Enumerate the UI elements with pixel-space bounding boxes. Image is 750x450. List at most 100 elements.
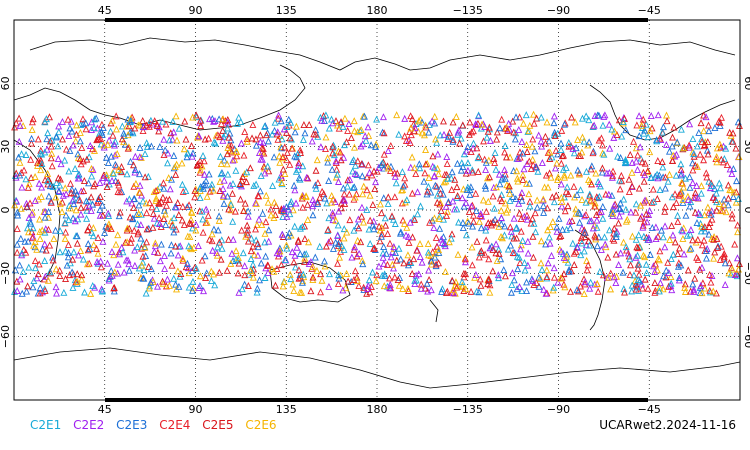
occultation-marker xyxy=(29,224,37,232)
occultation-marker xyxy=(239,249,247,257)
occultation-marker xyxy=(412,276,420,284)
occultation-marker xyxy=(148,203,156,211)
occultation-marker xyxy=(72,130,80,138)
occultation-marker xyxy=(443,159,451,167)
occultation-marker xyxy=(219,126,227,134)
occultation-marker xyxy=(408,189,416,197)
occultation-marker xyxy=(583,266,591,274)
occultation-marker xyxy=(109,169,117,177)
occultation-marker xyxy=(667,279,675,287)
occultation-marker xyxy=(318,116,326,124)
occultation-marker xyxy=(570,149,578,157)
occultation-marker xyxy=(45,225,52,233)
occultation-marker xyxy=(333,170,341,178)
occultation-marker xyxy=(580,247,588,255)
occultation-marker xyxy=(115,212,123,220)
occultation-marker xyxy=(46,182,54,190)
occultation-marker xyxy=(62,190,70,198)
occultation-marker xyxy=(291,251,299,259)
occultation-marker xyxy=(120,268,128,276)
occultation-marker xyxy=(734,228,742,236)
occultation-marker xyxy=(301,258,308,265)
occultation-marker xyxy=(31,196,39,204)
occultation-marker xyxy=(219,115,227,123)
occultation-marker xyxy=(296,146,304,154)
occultation-marker xyxy=(553,159,561,167)
occultation-marker xyxy=(641,196,649,204)
occultation-marker xyxy=(283,241,290,249)
occultation-marker xyxy=(512,224,520,232)
occultation-marker xyxy=(135,188,143,196)
occultation-marker xyxy=(275,175,283,183)
occultation-marker xyxy=(343,228,351,236)
occultation-marker xyxy=(82,125,90,133)
occultation-marker xyxy=(370,244,378,252)
occultation-marker xyxy=(662,273,670,281)
occultation-marker xyxy=(123,224,131,232)
occultation-marker xyxy=(640,177,648,185)
occultation-marker xyxy=(717,184,724,192)
occultation-marker xyxy=(561,173,569,181)
occultation-marker xyxy=(628,182,636,190)
occultation-marker xyxy=(669,151,677,159)
occultation-marker xyxy=(224,115,232,123)
occultation-marker xyxy=(664,177,672,185)
occultation-marker xyxy=(513,285,521,293)
occultation-marker xyxy=(677,125,685,133)
occultation-marker xyxy=(114,187,122,195)
occultation-marker xyxy=(703,173,711,181)
occultation-marker xyxy=(115,248,123,256)
occultation-marker xyxy=(592,235,600,243)
occultation-marker xyxy=(118,243,126,251)
occultation-marker xyxy=(389,247,397,255)
occultation-marker xyxy=(233,147,241,155)
occultation-marker xyxy=(516,153,524,161)
occultation-marker xyxy=(616,204,624,212)
occultation-marker xyxy=(37,192,45,200)
occultation-marker xyxy=(200,157,208,165)
occultation-marker xyxy=(403,223,411,231)
right-lat-label: −60 xyxy=(742,325,750,348)
occultation-marker xyxy=(196,272,204,280)
occultation-marker xyxy=(34,270,42,278)
occultation-marker xyxy=(33,274,41,282)
occultation-marker xyxy=(491,158,499,166)
occultation-marker xyxy=(670,123,678,131)
occultation-marker xyxy=(448,168,456,176)
occultation-marker xyxy=(623,215,631,223)
occultation-marker xyxy=(643,269,651,277)
occultation-marker xyxy=(225,205,233,213)
occultation-marker xyxy=(335,274,343,282)
occultation-marker xyxy=(83,260,91,268)
occultation-marker xyxy=(570,261,578,268)
occultation-marker xyxy=(601,233,608,241)
occultation-marker xyxy=(211,281,219,289)
occultation-marker xyxy=(501,174,509,182)
occultation-marker xyxy=(700,236,708,244)
occultation-marker xyxy=(538,265,546,273)
occultation-marker xyxy=(11,123,19,131)
occultation-marker xyxy=(18,183,26,191)
occultation-marker xyxy=(616,185,624,193)
occultation-marker xyxy=(621,288,629,296)
occultation-marker xyxy=(648,124,656,132)
occultation-marker xyxy=(198,207,206,215)
occultation-marker xyxy=(622,205,630,213)
occultation-marker xyxy=(454,130,462,138)
occultation-marker xyxy=(120,129,128,137)
occultation-marker xyxy=(470,217,478,225)
occultation-marker xyxy=(79,255,87,263)
occultation-marker xyxy=(582,241,590,249)
occultation-marker xyxy=(244,230,252,238)
occultation-marker xyxy=(686,230,694,238)
occultation-marker xyxy=(599,271,607,279)
occultation-marker xyxy=(72,206,80,214)
occultation-marker xyxy=(626,150,634,158)
occultation-marker xyxy=(529,253,537,261)
occultation-marker xyxy=(416,253,424,261)
occultation-marker xyxy=(635,132,643,140)
occultation-marker xyxy=(53,289,61,297)
occultation-marker xyxy=(380,164,388,172)
occultation-marker xyxy=(646,207,654,214)
occultation-marker xyxy=(433,138,441,146)
